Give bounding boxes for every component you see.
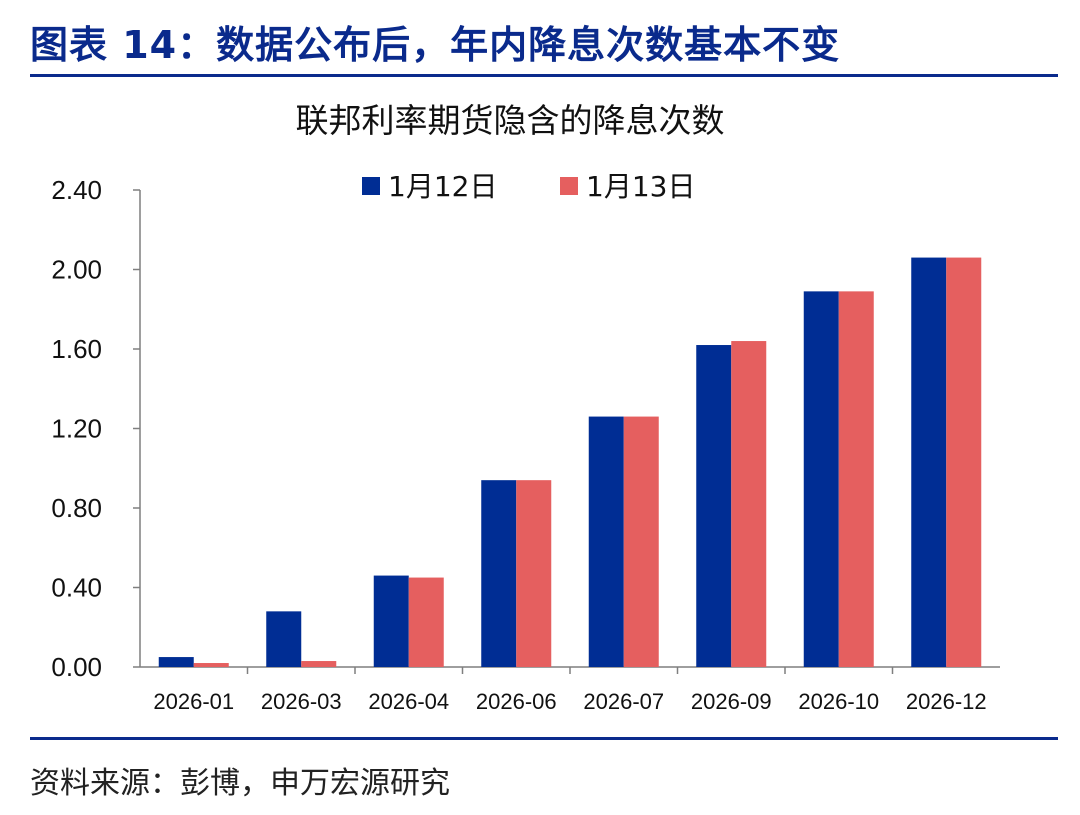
y-tick-label: 0.00	[51, 652, 102, 682]
bar-2-2026-06	[516, 480, 552, 667]
bar-2-2026-07	[623, 416, 659, 667]
x-tick-label: 2026-12	[906, 689, 987, 714]
legend-label-series-2: 1月13日	[586, 170, 695, 203]
y-tick-label: 2.40	[51, 175, 102, 205]
x-tick-label: 2026-01	[153, 689, 234, 714]
y-tick-label: 2.00	[51, 255, 102, 285]
x-tick-label: 2026-03	[261, 689, 342, 714]
x-tick-label: 2026-07	[583, 689, 664, 714]
legend-swatch-series-1	[362, 177, 380, 195]
x-tick-label: 2026-09	[691, 689, 772, 714]
y-tick-label: 1.60	[51, 334, 102, 364]
source-note: 资料来源：彭博，申万宏源研究	[30, 766, 450, 801]
bars	[158, 257, 982, 667]
bottom-divider	[30, 737, 1058, 740]
bar-1-2026-04	[373, 575, 409, 667]
y-tick-label: 0.40	[51, 573, 102, 603]
bar-1-2026-12	[911, 257, 947, 667]
bar-1-2026-07	[588, 416, 624, 667]
bar-1-2026-06	[481, 480, 517, 667]
x-axis-tick-labels: 2026-01 2026-03 2026-04 2026-06 2026-07 2026-…	[153, 689, 986, 714]
bar-1-2026-03	[266, 611, 302, 667]
bar-2-2026-03	[301, 661, 337, 667]
bar-2-2026-09	[731, 341, 767, 667]
figure-title: 图表 14：数据公布后，年内降息次数基本不变	[30, 23, 841, 67]
chart-title: 联邦利率期货隐含的降息次数	[296, 101, 725, 140]
bar-1-2026-01	[158, 657, 194, 667]
x-tick-label: 2026-10	[798, 689, 879, 714]
top-divider	[30, 74, 1058, 77]
bar-2-2026-12	[946, 257, 982, 667]
bar-2-2026-01	[193, 663, 229, 667]
bar-2-2026-10	[838, 291, 874, 667]
bar-1-2026-09	[696, 345, 732, 667]
y-tick-label: 0.80	[51, 493, 102, 523]
legend-label-series-1: 1月12日	[388, 170, 497, 203]
y-tick-label: 1.20	[51, 414, 102, 444]
bar-chart: 联邦利率期货隐含的降息次数 1月12日 1月13日 0.00 0.40 0.80 1.…	[51, 101, 1000, 714]
y-axis-tick-labels: 0.00 0.40 0.80 1.20 1.60 2.00 2.40	[51, 175, 102, 682]
bar-2-2026-04	[408, 577, 444, 667]
x-tick-label: 2026-04	[368, 689, 449, 714]
x-tick-label: 2026-06	[476, 689, 557, 714]
legend-swatch-series-2	[560, 177, 578, 195]
legend: 1月12日 1月13日	[362, 170, 695, 203]
bar-1-2026-10	[803, 291, 839, 667]
